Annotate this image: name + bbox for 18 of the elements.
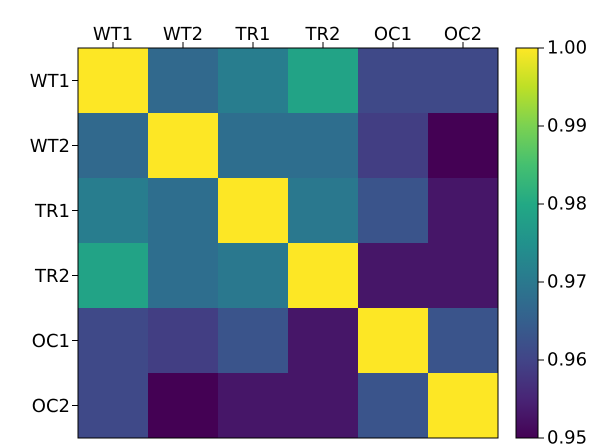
color-bar-label: 0.98 [547,194,588,214]
y-tick-label: OC2 [32,396,70,417]
x-tick-label: TR1 [234,24,270,45]
x-tick-label: TR2 [304,24,340,45]
x-tick-label: WT1 [92,24,134,45]
y-tick-label: WT1 [30,70,70,92]
color-bar-label: 0.95 [547,428,588,447]
y-tick-label: TR1 [34,200,70,222]
x-tick-label: WT2 [162,24,204,45]
color-bar-label: 1.00 [547,38,588,58]
color-bar-label: 0.96 [547,350,588,370]
y-tick-label: WT2 [30,136,70,157]
x-tick-label: OC2 [444,24,482,45]
y-tick-label: TR2 [34,266,70,287]
y-tick-label: OC1 [32,330,70,352]
color-bar-label: 0.97 [547,272,588,292]
x-tick-label: OC1 [374,24,412,45]
color-bar-label: 0.99 [547,116,588,136]
